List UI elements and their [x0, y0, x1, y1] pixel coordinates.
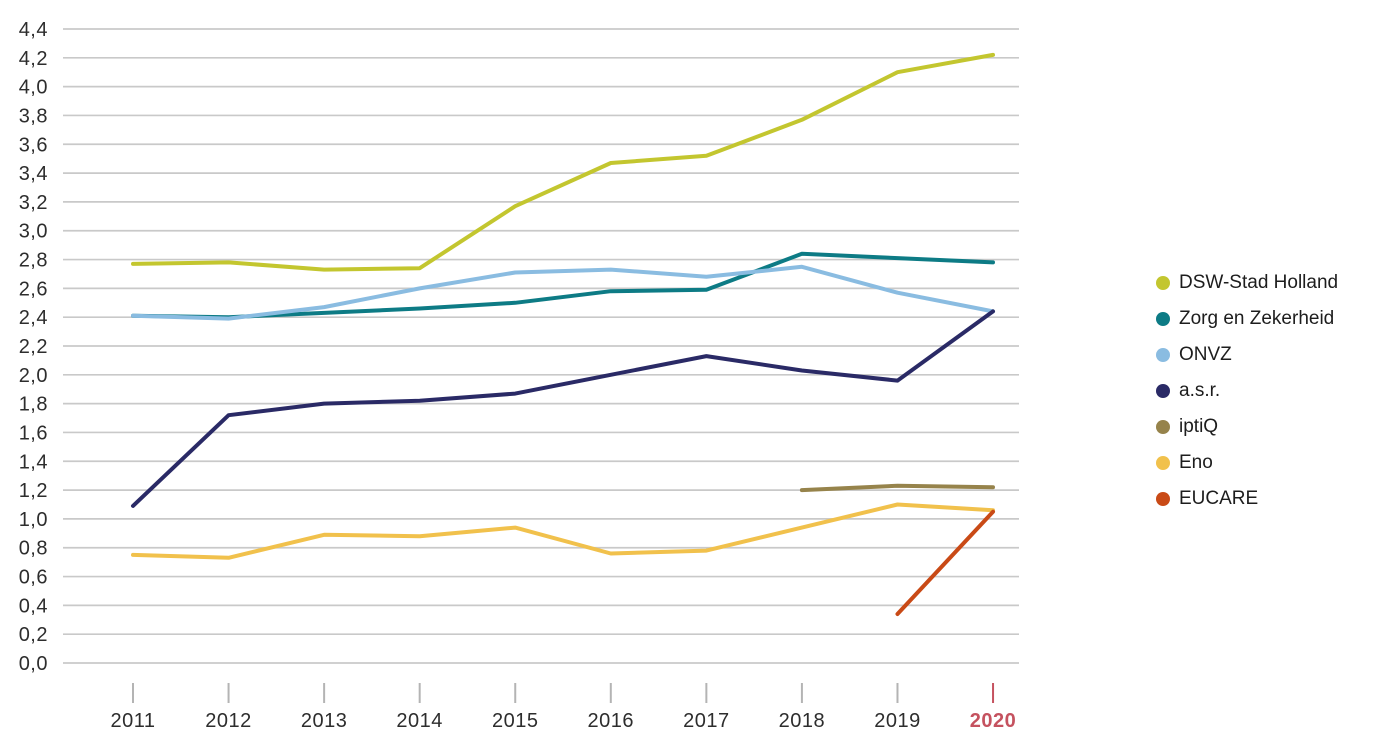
legend-item-eno: Eno [1156, 452, 1338, 474]
y-axis-label: 2,2 [19, 336, 48, 358]
series-line-eucare [895, 509, 995, 616]
legend-color-dot [1156, 312, 1170, 326]
legend-color-dot [1156, 384, 1170, 398]
legend-item-iptiq: iptiQ [1156, 416, 1338, 438]
series-line-dsw-stad-holland [131, 52, 995, 272]
legend-item-zorg-en-zekerheid: Zorg en Zekerheid [1156, 308, 1338, 330]
x-axis-label: 2019 [874, 710, 921, 732]
series-line-zorg-en-zekerheid [131, 251, 995, 320]
y-axis-label: 1,0 [19, 509, 48, 531]
series-line-a-s-r [131, 309, 995, 508]
y-axis-label: 1,8 [19, 394, 48, 416]
legend-label: a.s.r. [1179, 380, 1221, 401]
legend-color-dot [1156, 348, 1170, 362]
legend-item-eucare: EUCARE [1156, 488, 1338, 510]
y-axis-label: 3,6 [19, 134, 48, 156]
y-axis-label: 2,6 [19, 278, 48, 300]
y-axis-label: 1,2 [19, 480, 48, 502]
y-axis-label: 2,8 [19, 250, 48, 272]
legend-label: Zorg en Zekerheid [1179, 308, 1335, 329]
x-axis-label: 2020 [970, 710, 1017, 732]
y-axis-label: 4,4 [19, 19, 48, 41]
series-line-eno [131, 502, 995, 560]
legend-item-a-s-r: a.s.r. [1156, 380, 1338, 402]
x-axis-label: 2017 [683, 710, 730, 732]
y-axis-label: 3,2 [19, 192, 48, 214]
series-line-iptiq [799, 483, 995, 493]
legend-item-dsw-stad-holland: DSW-Stad Holland [1156, 272, 1338, 294]
legend-color-dot [1156, 420, 1170, 434]
legend-label: DSW-Stad Holland [1179, 272, 1339, 293]
legend-color-dot [1156, 492, 1170, 506]
y-axis-label: 0,8 [19, 538, 48, 560]
y-axis-label: 0,2 [19, 624, 48, 646]
y-axis-label: 0,0 [19, 653, 48, 675]
x-axis-label: 2011 [110, 710, 155, 732]
y-axis-label: 4,0 [19, 77, 48, 99]
x-axis-label: 2016 [588, 710, 635, 732]
x-axis-label: 2014 [396, 710, 443, 732]
y-axis-label: 3,4 [19, 163, 48, 185]
x-axis-label: 2013 [301, 710, 348, 732]
y-axis-label: 1,4 [19, 451, 48, 473]
legend-color-dot [1156, 456, 1170, 470]
x-axis-label: 2018 [779, 710, 826, 732]
series-line-onvz [131, 264, 995, 321]
x-axis-label: 2012 [205, 710, 252, 732]
y-axis-label: 1,6 [19, 422, 48, 444]
y-axis-label: 3,0 [19, 221, 48, 243]
y-axis-label: 2,0 [19, 365, 48, 387]
y-axis-label: 2,4 [19, 307, 48, 329]
legend-color-dot [1156, 276, 1170, 290]
y-axis-label: 4,2 [19, 48, 48, 70]
chart-legend: DSW-Stad Holland Zorg en Zekerheid ONVZ a.s… [1156, 272, 1338, 510]
x-axis-label: 2015 [492, 710, 539, 732]
legend-item-onvz: ONVZ [1156, 344, 1338, 366]
legend-label: ONVZ [1179, 344, 1232, 365]
y-axis-label: 3,8 [19, 105, 48, 127]
y-axis-label: 0,4 [19, 595, 48, 617]
legend-label: EUCARE [1179, 488, 1259, 509]
y-axis-label: 0,6 [19, 567, 48, 589]
legend-label: iptiQ [1179, 416, 1219, 437]
legend-label: Eno [1179, 452, 1213, 473]
